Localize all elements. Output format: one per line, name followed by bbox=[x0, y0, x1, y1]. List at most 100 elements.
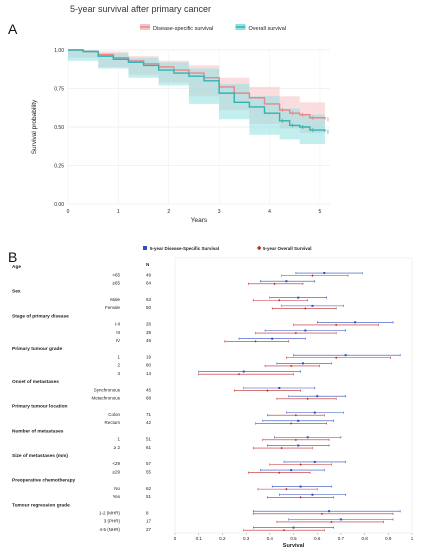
forest-row-n: 64 bbox=[146, 281, 152, 286]
dss-estimate-marker bbox=[292, 526, 295, 529]
dss-estimate-marker bbox=[323, 272, 326, 275]
forest-row-n: 80 bbox=[146, 363, 152, 368]
forest-row-n: 39 bbox=[146, 330, 152, 335]
dss-estimate-marker bbox=[311, 304, 314, 307]
dss-estimate-marker bbox=[344, 354, 347, 357]
forest-group-header: Size of metastases (mm) bbox=[12, 453, 68, 459]
dss-estimate-marker bbox=[242, 370, 245, 373]
os-estimate-marker bbox=[306, 397, 309, 400]
dss-estimate-marker bbox=[299, 485, 302, 488]
forest-row-n: 68 bbox=[146, 396, 152, 401]
forest-group-header: Onset of metastases bbox=[12, 379, 59, 385]
forest-row-label: III bbox=[116, 330, 120, 335]
n-column-header: N bbox=[146, 262, 149, 267]
dss-estimate-marker bbox=[290, 469, 293, 472]
figure-title: 5-year survival after primary cancer bbox=[70, 4, 211, 14]
forest-row-n: 19 bbox=[146, 354, 152, 359]
x-tick-label: 5 bbox=[319, 209, 322, 215]
forest-row-label: Female bbox=[105, 305, 121, 310]
forest-row-n: 26 bbox=[146, 322, 152, 327]
x-tick-label: 0.7 bbox=[338, 536, 345, 541]
forest-row-label: 4-5 (NHR) bbox=[99, 527, 120, 532]
x-axis-label: Years bbox=[191, 217, 208, 224]
dss-estimate-marker bbox=[297, 296, 300, 299]
dss-estimate-marker bbox=[278, 386, 281, 389]
y-tick-label: 1.00 bbox=[54, 48, 64, 54]
forest-row-n: 17 bbox=[146, 519, 152, 524]
legend-label: Disease-specific survival bbox=[153, 26, 213, 32]
dss-estimate-marker bbox=[306, 436, 309, 439]
os-estimate-marker bbox=[304, 307, 307, 310]
forest-row-n: 71 bbox=[146, 412, 152, 417]
forest-row-label: Metachronous bbox=[91, 396, 120, 401]
forest-group-header: Tumour regression grade bbox=[12, 502, 70, 508]
forest-row-n: 42 bbox=[146, 420, 152, 425]
forest-row-label: Colon bbox=[108, 412, 120, 417]
dss-estimate-marker bbox=[313, 460, 316, 463]
dss-estimate-marker bbox=[354, 321, 357, 324]
dss-estimate-marker bbox=[304, 329, 307, 332]
x-tick-label: 0.1 bbox=[196, 536, 203, 541]
forest-group-header: Age bbox=[12, 264, 21, 270]
forest-row-n: 8 bbox=[146, 510, 149, 515]
forest-row-label: 1 bbox=[117, 437, 120, 442]
forest-row-label: ≥ 2 bbox=[114, 445, 121, 450]
panel-b-letter: B bbox=[8, 249, 17, 265]
os-estimate-marker bbox=[273, 282, 276, 286]
forest-group-header: Stage of primary disease bbox=[12, 313, 69, 319]
dss-estimate-marker bbox=[311, 493, 314, 496]
forest-row-n: 51 bbox=[146, 437, 152, 442]
forest-row-label: I-II bbox=[115, 322, 120, 327]
panel-a-km-plot: 0.00 0.25 0.50 0.75 1.00 0 1 2 3 4 5 Years Survival … bbox=[31, 24, 330, 224]
forest-row-n: 55 bbox=[146, 469, 152, 474]
legend-label: 5-year Overall Survival bbox=[263, 246, 312, 251]
forest-frame bbox=[174, 257, 413, 534]
forest-row-label: 2 bbox=[117, 363, 120, 368]
x-tick-label: 4 bbox=[268, 209, 271, 215]
os-estimate-marker bbox=[334, 323, 338, 327]
y-tick-label: 0.75 bbox=[54, 87, 64, 93]
os-estimate-marker bbox=[280, 446, 283, 450]
dss-estimate-marker bbox=[313, 411, 316, 414]
forest-row-n: 27 bbox=[146, 527, 152, 532]
os-estimate-marker bbox=[330, 520, 333, 524]
os-estimate-marker bbox=[294, 414, 298, 417]
forest-group-header: Primary tumour grade bbox=[12, 346, 62, 352]
x-tick-label: 0.5 bbox=[290, 536, 297, 541]
forest-row-label: 3 (PHR) bbox=[104, 519, 121, 524]
legend-diamond-icon bbox=[257, 245, 262, 251]
os-estimate-marker bbox=[237, 372, 241, 376]
panel-a-letter: A bbox=[8, 21, 18, 37]
y-tick-label: 0.00 bbox=[54, 202, 64, 208]
dss-estimate-marker bbox=[297, 444, 300, 447]
os-estimate-marker bbox=[278, 471, 281, 474]
os-estimate-marker bbox=[285, 487, 288, 491]
x-axis-label: Survival bbox=[283, 543, 305, 549]
os-estimate-marker bbox=[289, 364, 293, 368]
dss-estimate-marker bbox=[271, 337, 274, 340]
forest-row-label: IV bbox=[116, 338, 120, 343]
forest-row-n: 51 bbox=[146, 494, 152, 499]
dss-estimate-marker bbox=[301, 362, 304, 365]
os-estimate-marker bbox=[289, 422, 293, 425]
os-estimate-marker bbox=[294, 438, 298, 442]
x-tick-label: 0.9 bbox=[385, 536, 392, 541]
forest-row-label: 3 bbox=[117, 371, 120, 376]
os-estimate-marker bbox=[311, 274, 314, 277]
os-estimate-marker bbox=[320, 512, 324, 515]
forest-row-label: 1 bbox=[117, 354, 120, 359]
forest-row-label: Male bbox=[110, 297, 120, 302]
os-estimate-marker bbox=[299, 463, 302, 466]
os-estimate-marker bbox=[282, 528, 286, 532]
x-tick-label: 0 bbox=[174, 536, 177, 541]
forest-row-label: <65 bbox=[112, 272, 120, 277]
forest-row-n: 63 bbox=[146, 297, 152, 302]
os-estimate-marker bbox=[294, 331, 298, 335]
forest-row-label: Yes bbox=[113, 494, 121, 499]
x-tick-label: 0 bbox=[67, 209, 70, 215]
legend-label: 5-year Disease-Specific Survival bbox=[150, 246, 219, 251]
legend-label: Overall survival bbox=[249, 26, 287, 32]
forest-group-header: Number of metastases bbox=[12, 428, 64, 434]
forest-row-n: 62 bbox=[146, 486, 152, 491]
